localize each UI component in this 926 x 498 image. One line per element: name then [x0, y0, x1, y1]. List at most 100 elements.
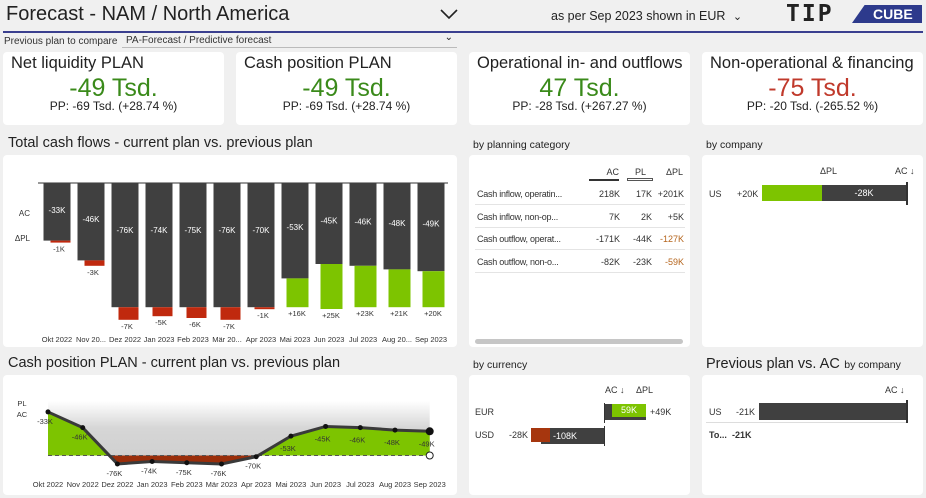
delta-label: -7K [223, 322, 235, 331]
total-label: To... [709, 430, 727, 440]
usd-ac-label: -108K [553, 431, 578, 441]
x-tick-label: Jun 2023 [310, 480, 341, 489]
currency-value: EUR [699, 9, 726, 23]
compare-label: Previous plan to compare [4, 36, 118, 47]
x-tick-label: Mär 20... [212, 335, 242, 344]
cell-ac: 7K [608, 211, 620, 222]
kpi-value: -75 Tsd. [768, 74, 857, 102]
compare-dropdown[interactable]: PA-Forecast / Predictive forecast ⌄ [122, 32, 457, 48]
cell-pl: -44K [632, 234, 652, 244]
delta-label: +25K [322, 311, 340, 320]
table-row[interactable]: Cash inflow, operatin... 218K 17K +201K [475, 183, 685, 205]
eur-delta-label: +49K [650, 407, 672, 417]
delta-bar [354, 265, 377, 308]
table-row[interactable]: Cash inflow, non-op... 7K 2K +5K [475, 206, 685, 228]
data-label: -46K [349, 436, 365, 445]
col-header-pl[interactable]: PL [634, 167, 646, 177]
x-tick-label: Sep 2023 [415, 335, 447, 344]
title-chevron-down-icon[interactable] [439, 8, 459, 20]
data-point [45, 409, 51, 415]
delta-bar [50, 240, 71, 243]
row-label: Cash outflow, non-o... [477, 256, 559, 267]
data-label: -45K [315, 434, 331, 443]
data-point [149, 459, 155, 465]
x-tick-label: Feb 2023 [171, 480, 203, 489]
x-tick-label: Feb 2023 [177, 335, 209, 344]
ac-bar [43, 183, 71, 241]
table-row[interactable]: Cash outflow, non-o... -82K -23K -59K [475, 251, 685, 273]
cell-pl: 2K [640, 211, 652, 222]
table-row[interactable]: Cash outflow, operat... -171K -44K -127K [475, 228, 685, 250]
kpi-title: Cash position PLAN [244, 54, 392, 72]
period-selector[interactable]: as per Sep 2023 shown in EUR ⌄ [551, 9, 742, 23]
ac-bar [77, 183, 105, 261]
row-label-delta: ΔPL [15, 234, 31, 243]
cell-ac: 218K [598, 189, 620, 199]
row-label-eur: EUR [475, 407, 495, 417]
by-company-card: ΔPL AC ↓ US +20K -28K [702, 155, 923, 347]
row-label-ac: AC [17, 410, 28, 419]
data-label: -76K [211, 469, 227, 478]
data-point [219, 461, 224, 467]
ac-label: -53K [287, 223, 305, 232]
cell-delta: -59K [664, 256, 684, 267]
data-label: -33K [37, 417, 53, 426]
col-header-ac[interactable]: AC ↓ [605, 385, 625, 395]
col-header-ac[interactable]: AC ↓ [885, 385, 905, 395]
ac-label: -70K [253, 226, 271, 235]
usd-delta-bar[interactable] [531, 428, 550, 442]
logo-text-cube: CUBE [873, 6, 913, 22]
by-currency-title: by currency [473, 359, 528, 371]
cell-delta: +5K [667, 211, 684, 222]
ac-bar [111, 183, 139, 308]
x-tick-label: Okt 2022 [33, 480, 63, 489]
x-tick-label: Apr 2023 [241, 480, 271, 489]
x-tick-label: Sep 2023 [414, 480, 446, 489]
data-label: -48K [384, 438, 400, 447]
ac-bar [315, 183, 343, 264]
row-label-us: US [709, 189, 722, 199]
delta-bar [186, 307, 207, 318]
horizontal-scrollbar[interactable] [475, 339, 683, 344]
us-ac-bar[interactable] [759, 403, 906, 420]
ac-bar [145, 183, 173, 308]
data-point [184, 460, 190, 466]
col-header-delta[interactable]: ΔPL [665, 167, 683, 177]
col-header-ac[interactable]: AC ↓ [895, 166, 915, 176]
delta-bar [320, 264, 343, 309]
row-label-us: US [709, 407, 722, 417]
eur-delta-bar[interactable]: 59K [612, 404, 646, 417]
ac-bar[interactable]: -28K [822, 185, 906, 201]
delta-bar [254, 307, 275, 310]
kpi-value: -49 Tsd. [69, 74, 158, 102]
col-header-ac[interactable]: AC [606, 167, 619, 177]
cell-pl: 17K [635, 189, 652, 199]
row-label: Cash inflow, operatin... [477, 189, 563, 199]
usd-ac-bar[interactable]: -108K [541, 428, 604, 444]
cashflow-waterfall-chart: AC ΔPL -33K -1K Okt 2022 -46K -3K Nov 20... -7… [15, 182, 448, 344]
tip-cube-logo: TIP CUBE [786, 1, 922, 27]
ac-bar [179, 183, 207, 308]
delta-label: -5K [155, 318, 167, 327]
delta-bar [84, 260, 105, 266]
data-point [323, 423, 329, 429]
data-point [425, 427, 434, 436]
delta-bar[interactable] [762, 185, 822, 201]
chevron-down-icon: ⌄ [732, 11, 743, 23]
ac-bar [349, 183, 377, 266]
data-label: -75K [176, 468, 192, 477]
data-label: -46K [72, 433, 88, 442]
x-tick-label: Nov 20... [76, 335, 106, 344]
ac-label: -49K [423, 220, 441, 229]
data-label: -49K [419, 439, 435, 448]
by-company-title: by company [706, 139, 763, 151]
logo-text-tip: TIP [786, 1, 834, 27]
data-point [253, 454, 259, 460]
kpi-previous: PP: -28 Tsd. (+267.27 %) [512, 99, 647, 113]
ac-bar [281, 183, 309, 279]
row-label-usd: USD [475, 430, 495, 440]
delta-bar [118, 307, 139, 320]
col-header-delta: ΔPL [636, 385, 654, 395]
x-tick-label: Apr 2023 [246, 335, 276, 344]
ac-bar [213, 183, 241, 308]
